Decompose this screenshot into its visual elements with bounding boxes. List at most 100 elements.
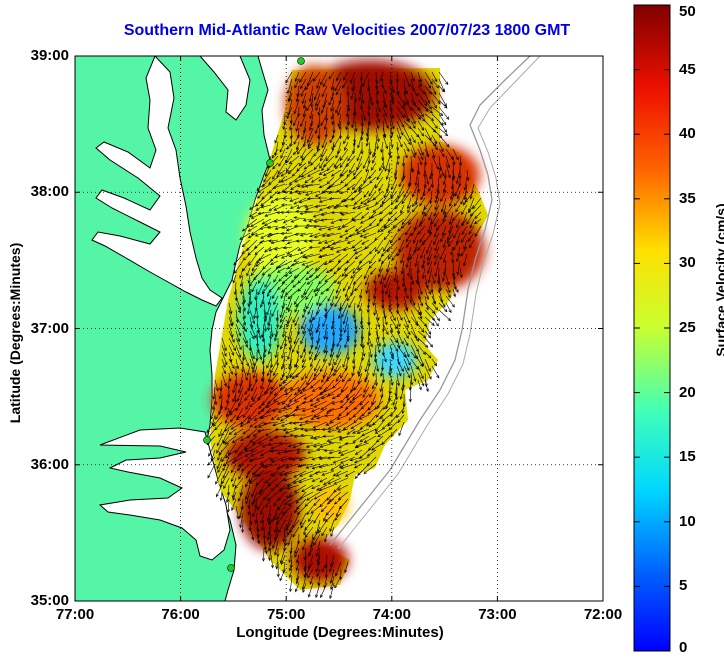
velocity-arrow (410, 225, 419, 237)
velocity-arrow (330, 554, 335, 568)
velocity-arrow (293, 216, 307, 220)
velocity-arrow (354, 120, 358, 132)
velocity-arrow (329, 246, 342, 251)
velocity-arrow (261, 267, 272, 276)
velocity-arrow (302, 540, 307, 551)
velocity-arrow (235, 302, 241, 314)
velocity-arrow (340, 379, 349, 393)
velocity-arrow (247, 302, 251, 315)
velocity-arrow (264, 246, 272, 253)
velocity-arrow (384, 155, 391, 172)
velocity-arrow (342, 351, 349, 368)
velocity-arrow (325, 148, 335, 162)
velocity-arrow (318, 204, 335, 211)
velocity-arrow (272, 183, 286, 189)
velocity-arrow (381, 78, 385, 89)
station-marker (227, 564, 235, 572)
velocity-arrow (344, 442, 356, 446)
velocity-arrow (410, 92, 416, 107)
velocity-arrow (431, 148, 436, 159)
velocity-arrow (295, 582, 300, 593)
velocity-arrow (407, 211, 419, 226)
velocity-arrow (438, 155, 442, 171)
velocity-arrow (314, 204, 328, 209)
velocity-arrow (214, 379, 219, 392)
velocity-arrow (273, 540, 279, 556)
velocity-arrow (328, 441, 342, 445)
velocity-arrow (249, 288, 253, 305)
velocity-arrow (424, 120, 437, 133)
velocity-arrow (359, 435, 370, 443)
velocity-arrow (256, 498, 265, 511)
velocity-arrow (410, 337, 419, 353)
velocity-arrow (421, 260, 426, 270)
velocity-arrow (366, 330, 370, 346)
velocity-arrow (442, 253, 447, 264)
velocity-arrow (433, 218, 440, 228)
velocity-arrow (403, 337, 409, 347)
velocity-arrow (271, 288, 279, 300)
velocity-arrow (341, 372, 349, 383)
velocity-arrow (352, 218, 363, 222)
velocity-arrow (247, 274, 251, 284)
velocity-arrow (234, 449, 244, 462)
velocity-arrow (288, 176, 300, 185)
velocity-arrow (301, 372, 307, 381)
velocity-arrow (254, 288, 258, 301)
velocity-arrow (305, 260, 321, 268)
velocity-arrow (361, 344, 366, 357)
velocity-arrow (424, 78, 432, 89)
velocity-arrow (456, 260, 461, 276)
velocity-arrow (318, 169, 328, 175)
velocity-arrow (396, 141, 400, 151)
velocity-arrow (357, 183, 370, 192)
velocity-arrow (379, 274, 384, 285)
velocity-arrow (333, 365, 342, 377)
velocity-arrow (293, 113, 300, 127)
velocity-arrow (320, 582, 328, 599)
velocity-arrow (256, 183, 265, 191)
velocity-arrow (237, 379, 244, 394)
velocity-arrow (245, 477, 251, 488)
velocity-arrow (326, 232, 342, 238)
velocity-arrow (286, 239, 300, 245)
velocity-arrow (396, 309, 403, 321)
velocity-arrow (305, 274, 314, 281)
velocity-arrow (334, 512, 342, 521)
velocity-arrow (239, 435, 251, 441)
velocity-arrow (356, 148, 363, 162)
velocity-arrow (326, 176, 335, 185)
velocity-arrow (340, 176, 349, 184)
velocity-arrow (241, 358, 245, 373)
velocity-arrow (314, 470, 328, 475)
velocity-arrow (290, 183, 300, 191)
velocity-arrow (254, 512, 258, 524)
velocity-arrow (382, 134, 389, 150)
velocity-arrow (337, 113, 342, 127)
velocity-arrow (467, 232, 475, 242)
velocity-arrow (452, 288, 456, 298)
velocity-arrow (445, 155, 451, 169)
velocity-arrow (377, 267, 384, 278)
velocity-arrow (387, 288, 391, 299)
velocity-arrow (240, 281, 244, 295)
velocity-arrow (339, 211, 349, 215)
velocity-arrow (327, 407, 342, 412)
velocity-arrow (229, 400, 237, 414)
velocity-arrow (256, 470, 272, 477)
velocity-arrow (323, 260, 335, 266)
velocity-arrow (271, 470, 286, 477)
velocity-arrow (313, 148, 321, 157)
velocity-arrow (295, 561, 300, 572)
velocity-arrow (263, 386, 272, 395)
velocity-arrow (450, 190, 454, 201)
y-tick-label: 38:00 (30, 183, 69, 201)
velocity-arrow (403, 183, 412, 199)
velocity-arrow (292, 337, 300, 353)
velocity-arrow (259, 449, 272, 457)
velocity-arrow (306, 274, 321, 285)
velocity-arrow (224, 435, 237, 445)
velocity-arrow (247, 225, 258, 232)
velocity-arrow (313, 498, 321, 507)
velocity-arrow (403, 71, 411, 88)
